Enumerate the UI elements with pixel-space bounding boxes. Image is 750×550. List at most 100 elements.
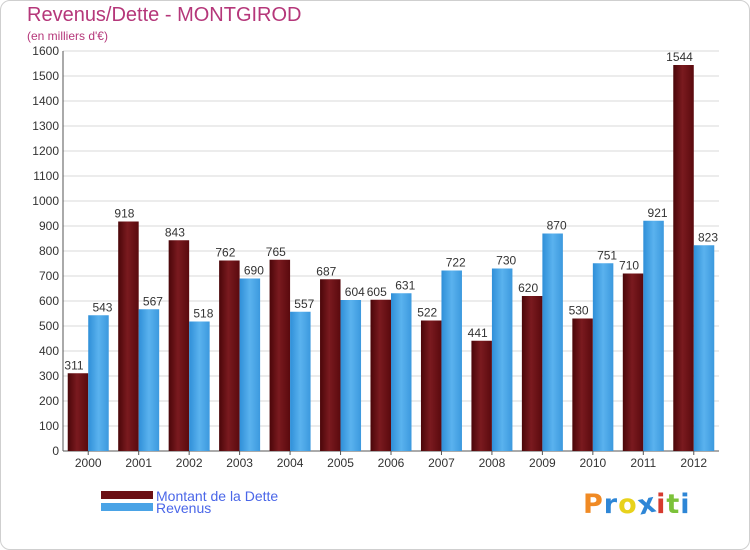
- data-label: 762: [215, 246, 235, 260]
- data-label: 823: [698, 230, 718, 244]
- x-tick-label: 2001: [125, 456, 152, 470]
- x-tick-label: 2012: [680, 456, 707, 470]
- legend-label-dette: Montant de la Dette: [156, 488, 278, 504]
- bar-revenus: [592, 263, 614, 451]
- bar-revenus: [693, 245, 715, 451]
- y-tick-label: 800: [39, 244, 59, 258]
- bar-revenus: [239, 278, 261, 451]
- logo-letter: i: [680, 489, 691, 520]
- bar-dette: [420, 320, 442, 451]
- bar-revenus: [391, 293, 412, 451]
- x-tick-label: 2002: [176, 456, 203, 470]
- data-label: 311: [64, 358, 83, 372]
- data-label: 518: [193, 307, 213, 321]
- bar-dette: [269, 259, 291, 451]
- data-label: 557: [294, 297, 314, 311]
- data-label: 522: [417, 306, 437, 320]
- bar-revenus: [189, 321, 210, 451]
- data-label: 870: [547, 219, 567, 233]
- y-tick-label: 100: [39, 419, 59, 433]
- bar-revenus: [542, 233, 563, 451]
- bar-dette: [673, 65, 694, 451]
- data-label: 690: [244, 264, 264, 278]
- data-label: 918: [114, 207, 134, 221]
- y-tick-label: 900: [39, 219, 59, 233]
- bar-dette: [118, 221, 139, 451]
- y-tick-label: 600: [39, 294, 59, 308]
- data-label: 843: [165, 225, 185, 239]
- logo-letter: i: [656, 489, 667, 520]
- bar-dette: [219, 260, 240, 451]
- x-tick-label: 2008: [479, 456, 506, 470]
- proxiti-logo: Proxiti: [583, 487, 691, 521]
- x-tick-label: 2006: [378, 456, 405, 470]
- data-label: 631: [395, 278, 415, 292]
- y-tick-label: 500: [39, 319, 59, 333]
- bar-revenus: [441, 270, 462, 451]
- x-tick-label: 2011: [630, 456, 656, 470]
- legend-swatch-revenus: [101, 503, 153, 511]
- bar-dette: [370, 299, 391, 451]
- y-tick-label: 1300: [32, 119, 59, 133]
- bar-layer: [67, 65, 715, 451]
- y-tick-label: 1000: [32, 194, 59, 208]
- logo-letter: r: [603, 489, 619, 520]
- data-label: 543: [92, 300, 112, 314]
- bar-revenus: [643, 220, 664, 451]
- data-label: 765: [266, 245, 286, 259]
- bar-dette: [521, 296, 543, 451]
- x-tick-label: 2003: [226, 456, 253, 470]
- x-tick-label: 2005: [327, 456, 354, 470]
- y-tick-label: 1500: [32, 69, 59, 83]
- data-label: 722: [446, 256, 466, 270]
- data-label: 730: [496, 254, 516, 268]
- y-tick-label: 1200: [32, 144, 59, 158]
- x-tick-label: 2000: [75, 456, 102, 470]
- data-label: 620: [518, 281, 538, 295]
- logo-letter: P: [583, 489, 604, 520]
- data-label: 751: [597, 248, 617, 262]
- chart-subtitle: (en milliers d'€): [27, 29, 108, 43]
- data-label: 441: [468, 326, 488, 340]
- logo-letter: t: [666, 489, 681, 520]
- axis-layer: 0 100 200 300 400 500 600 700 800 900 1000 1100 1200…: [32, 44, 719, 470]
- bar-dette: [622, 273, 644, 451]
- bar-revenus: [88, 315, 109, 451]
- y-tick-label: 400: [39, 344, 59, 358]
- bar-dette: [168, 240, 190, 451]
- y-tick-label: 1400: [32, 94, 59, 108]
- x-tick-label: 2007: [428, 456, 455, 470]
- data-label: 1544: [666, 50, 693, 64]
- bar-revenus: [290, 311, 311, 451]
- bar-dette: [572, 318, 593, 451]
- data-label: 710: [619, 259, 639, 273]
- data-label: 530: [569, 304, 589, 318]
- bar-revenus: [138, 309, 160, 451]
- label-layer: 311 918 843 762 765 687 605 522 441 620 530 710 1544…: [64, 50, 718, 372]
- y-tick-label: 700: [39, 269, 59, 283]
- y-tick-label: 300: [39, 369, 59, 383]
- legend-swatch-dette: [101, 491, 153, 499]
- logo-letter: o: [618, 489, 638, 520]
- data-label: 921: [648, 206, 668, 220]
- data-label: 687: [316, 264, 336, 278]
- bar-dette: [471, 340, 492, 451]
- x-tick-label: 2009: [529, 456, 556, 470]
- bar-revenus: [340, 300, 362, 451]
- y-tick-label: 1600: [32, 44, 59, 58]
- x-tick-label: 2010: [579, 456, 606, 470]
- bar-revenus: [491, 268, 513, 451]
- y-tick-label: 200: [39, 394, 59, 408]
- y-tick-label: 1100: [33, 169, 59, 183]
- y-tick-label: 0: [52, 444, 59, 458]
- data-label: 605: [367, 285, 387, 299]
- chart-title: Revenus/Dette - MONTGIROD: [27, 4, 302, 26]
- data-label: 604: [345, 285, 365, 299]
- bar-dette: [320, 279, 341, 451]
- x-tick-label: 2004: [277, 456, 304, 470]
- data-label: 567: [143, 294, 163, 308]
- legend-label-revenus: Revenus: [156, 500, 211, 516]
